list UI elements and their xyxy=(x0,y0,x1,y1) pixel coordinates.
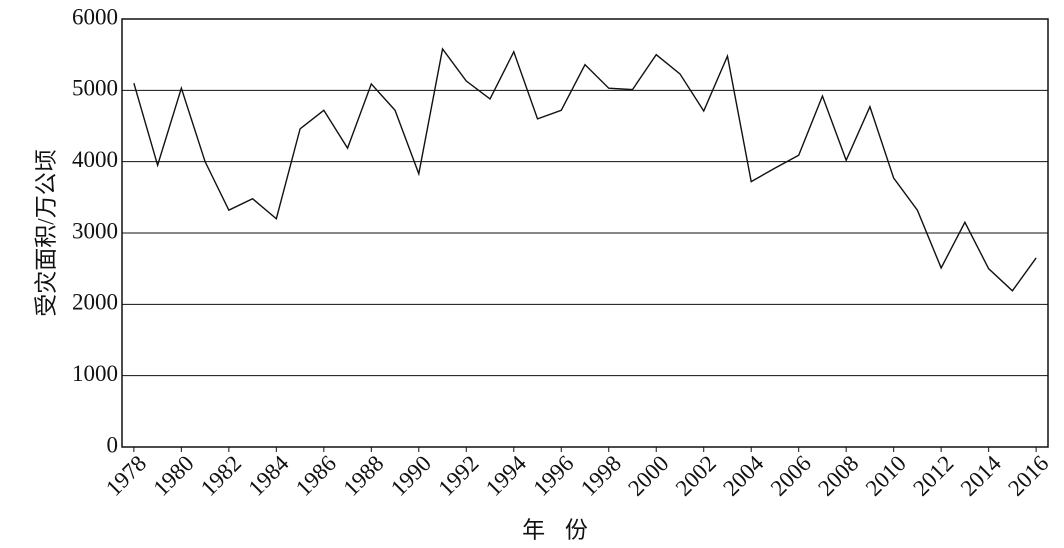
x-axis-label: 年 份 xyxy=(522,517,588,542)
y-tick-label: 4000 xyxy=(72,147,118,172)
y-tick-label: 5000 xyxy=(72,76,118,101)
x-tick-label: 2014 xyxy=(956,450,1007,501)
x-tick-label: 1992 xyxy=(433,451,483,501)
x-tick-label: 2008 xyxy=(813,451,863,501)
y-axis-label: 受灾面积/万公顷 xyxy=(33,149,58,316)
y-tick-label: 3000 xyxy=(72,218,118,243)
x-tick-label: 1996 xyxy=(528,451,578,501)
plot-frame xyxy=(121,18,1049,448)
data-line xyxy=(133,47,1037,292)
x-tick-label: 2002 xyxy=(671,451,721,501)
y-tick-label: 2000 xyxy=(72,290,118,315)
x-tick-label: 1980 xyxy=(148,451,198,501)
x-tick-label: 2004 xyxy=(718,450,769,501)
x-tick-label: 1998 xyxy=(576,451,626,501)
x-tick-label: 2010 xyxy=(861,451,911,501)
x-tick-label: 1978 xyxy=(101,451,151,501)
y-tick-label: 6000 xyxy=(72,4,118,29)
x-tick-label: 1988 xyxy=(338,451,388,501)
x-tick-label: 1994 xyxy=(481,450,532,501)
x-tick-label: 1982 xyxy=(196,451,246,501)
x-tick-label: 2012 xyxy=(908,451,958,501)
x-tick-label: 2006 xyxy=(766,451,816,501)
x-tick-label: 1986 xyxy=(291,451,341,501)
y-tick-label: 0 xyxy=(107,432,119,457)
x-tick-label: 2016 xyxy=(1003,451,1053,501)
x-tick-label: 1990 xyxy=(386,451,436,501)
x-tick-label: 2000 xyxy=(623,451,673,501)
y-tick-label: 1000 xyxy=(72,361,118,386)
x-tick-label: 1984 xyxy=(243,450,294,501)
